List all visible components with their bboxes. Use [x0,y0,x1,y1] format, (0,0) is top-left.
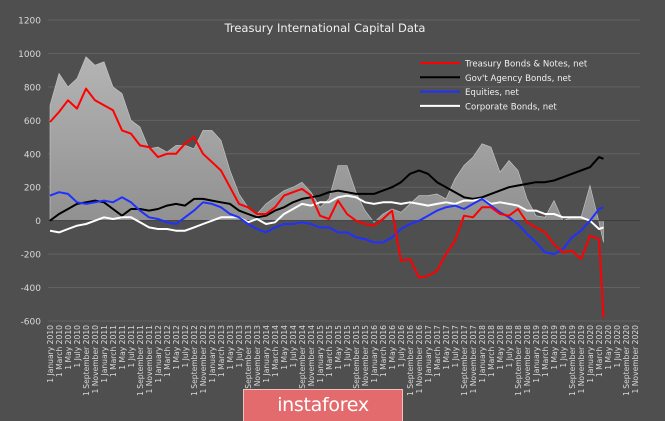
x-tick-label: 1 March 2017 [433,325,442,377]
x-tick-label: 1 July 2017 [451,325,460,368]
y-tick-label: 800 [24,83,41,93]
x-tick-label: 1 March 2015 [325,325,334,377]
x-tick-label: 1 January 2015 [316,325,325,383]
instaforex-logo: instaforex [243,389,403,421]
x-tick-label: 1 September 2017 [460,325,469,396]
x-tick-label: 1 November 2011 [145,325,154,394]
x-tick-label: 1 November 2016 [415,325,424,394]
x-tick-label: 1 January 2018 [478,325,487,383]
x-tick-label: 1 March 2018 [487,325,496,377]
x-tick-label: 1 July 2013 [235,325,244,368]
x-tick-label: 1 July 2015 [343,325,352,368]
total-area [49,56,604,243]
y-tick-label: 200 [24,184,41,194]
x-tick-label: 1 January 2016 [370,325,379,383]
total-area-shape [49,56,604,243]
x-tick-label: 1 March 2014 [271,325,280,377]
x-tick-label: 1 July 2012 [181,325,190,368]
x-tick-label: 1 March 2016 [379,325,388,377]
x-tick-label: 1 May 2013 [226,325,235,370]
x-axis-tick-labels: 1 January 2010 1 March 2010 1 May 2010 1 Ju… [46,325,640,396]
legend-label: Gov't Agency Bonds, net [465,74,572,84]
legend-label: Treasury Bonds & Notes, net [464,60,588,70]
x-tick-label: 1 July 2016 [397,325,406,368]
x-tick-label: 1 July 2014 [289,325,298,368]
legend-label: Corporate Bonds, net [465,102,557,112]
x-tick-label: 1 January 2012 [154,325,163,383]
y-tick-label: -200 [21,251,42,261]
x-tick-label: 1 March 2010 [55,325,64,377]
x-tick-label: 1 September 2011 [136,325,145,396]
x-tick-label: 1 May 2011 [118,325,127,370]
y-tick-label: 1000 [18,50,41,60]
x-tick-label: 1 July 2019 [559,325,568,368]
x-tick-label: 1 November 2013 [253,325,262,394]
x-tick-label: 1 January 2020 [586,325,595,383]
x-tick-label: 1 November 2017 [469,325,478,394]
x-tick-label: 1 May 2017 [442,325,451,370]
x-tick-label: 1 January 2010 [46,325,55,383]
x-tick-label: 1 September 2016 [406,325,415,396]
y-axis-tick-labels: -600 -400 -200 0 200 400 600 800 1000 1200 [18,17,41,328]
x-tick-label: 1 March 2019 [541,325,550,377]
x-tick-label: 1 May 2018 [496,325,505,370]
x-tick-label: 1 May 2016 [388,325,397,370]
x-tick-label: 1 March 2013 [217,325,226,377]
x-tick-label: 1 September 2019 [568,325,577,396]
x-tick-label: 1 May 2012 [172,325,181,370]
x-tick-label: 1 November 2018 [523,325,532,394]
series-lines [49,87,605,318]
x-tick-label: 1 September 2018 [514,325,523,396]
x-tick-label: 1 July 2018 [505,325,514,368]
series-line-gov-t-agency-bonds-net [49,156,604,222]
series-line-treasury-bonds-notes-net [49,87,605,318]
y-tick-label: 400 [24,150,41,160]
x-tick-label: 1 January 2013 [208,325,217,383]
x-tick-label: 1 July 2020 [613,325,622,368]
y-tick-label: 600 [24,117,41,127]
chart-title: Treasury International Capital Data [224,21,426,35]
x-tick-label: 1 November 2012 [199,325,208,394]
x-tick-label: 1 May 2020 [604,325,613,370]
x-tick-label: 1 September 2015 [352,325,361,396]
x-tick-label: 1 March 2012 [163,325,172,377]
x-tick-label: 1 January 2014 [262,325,271,383]
x-tick-label: 1 November 2019 [577,325,586,394]
x-tick-label: 1 November 2010 [91,325,100,394]
x-tick-label: 1 July 2011 [127,325,136,368]
x-tick-label: 1 January 2019 [532,325,541,383]
series-line-corporate-bonds-net [49,194,604,234]
y-tick-label: -600 [21,318,42,328]
x-tick-label: 1 July 2010 [73,325,82,368]
y-tick-label: 1200 [18,17,41,27]
x-tick-label: 1 May 2010 [64,325,73,370]
y-tick-label: 0 [35,217,41,227]
x-tick-label: 1 November 2014 [307,325,316,394]
x-tick-label: 1 January 2011 [100,325,109,383]
x-tick-label: 1 September 2012 [190,325,199,396]
x-tick-label: 1 May 2015 [334,325,343,370]
x-tick-label: 1 November 2020 [631,325,640,394]
x-tick-label: 1 November 2015 [361,325,370,394]
legend: Treasury Bonds & Notes, net Gov't Agency … [420,60,588,112]
x-tick-label: 1 May 2014 [280,325,289,370]
x-tick-label: 1 May 2019 [550,325,559,370]
legend-label: Equities, net [465,88,519,98]
y-tick-label: -400 [21,284,42,294]
x-tick-label: 1 January 2017 [424,325,433,383]
x-tick-label: 1 September 2014 [298,325,307,396]
series-line-equities-net [49,191,604,256]
x-tick-label: 1 September 2013 [244,325,253,396]
x-tick-label: 1 March 2020 [595,325,604,377]
x-tick-label: 1 September 2010 [82,325,91,396]
x-tick-label: 1 March 2011 [109,325,118,377]
x-tick-label: 1 September 2020 [622,325,631,396]
